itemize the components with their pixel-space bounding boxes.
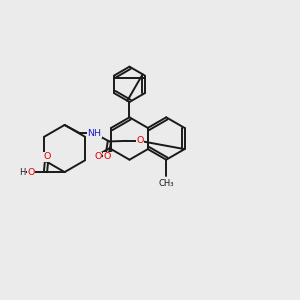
Text: CH₃: CH₃	[158, 179, 174, 188]
Text: O: O	[94, 152, 101, 161]
Text: O: O	[43, 152, 51, 161]
Text: NH: NH	[87, 129, 101, 138]
Text: O: O	[136, 136, 143, 146]
Text: H: H	[19, 168, 26, 177]
Text: O: O	[27, 168, 34, 177]
Text: O: O	[103, 152, 111, 161]
